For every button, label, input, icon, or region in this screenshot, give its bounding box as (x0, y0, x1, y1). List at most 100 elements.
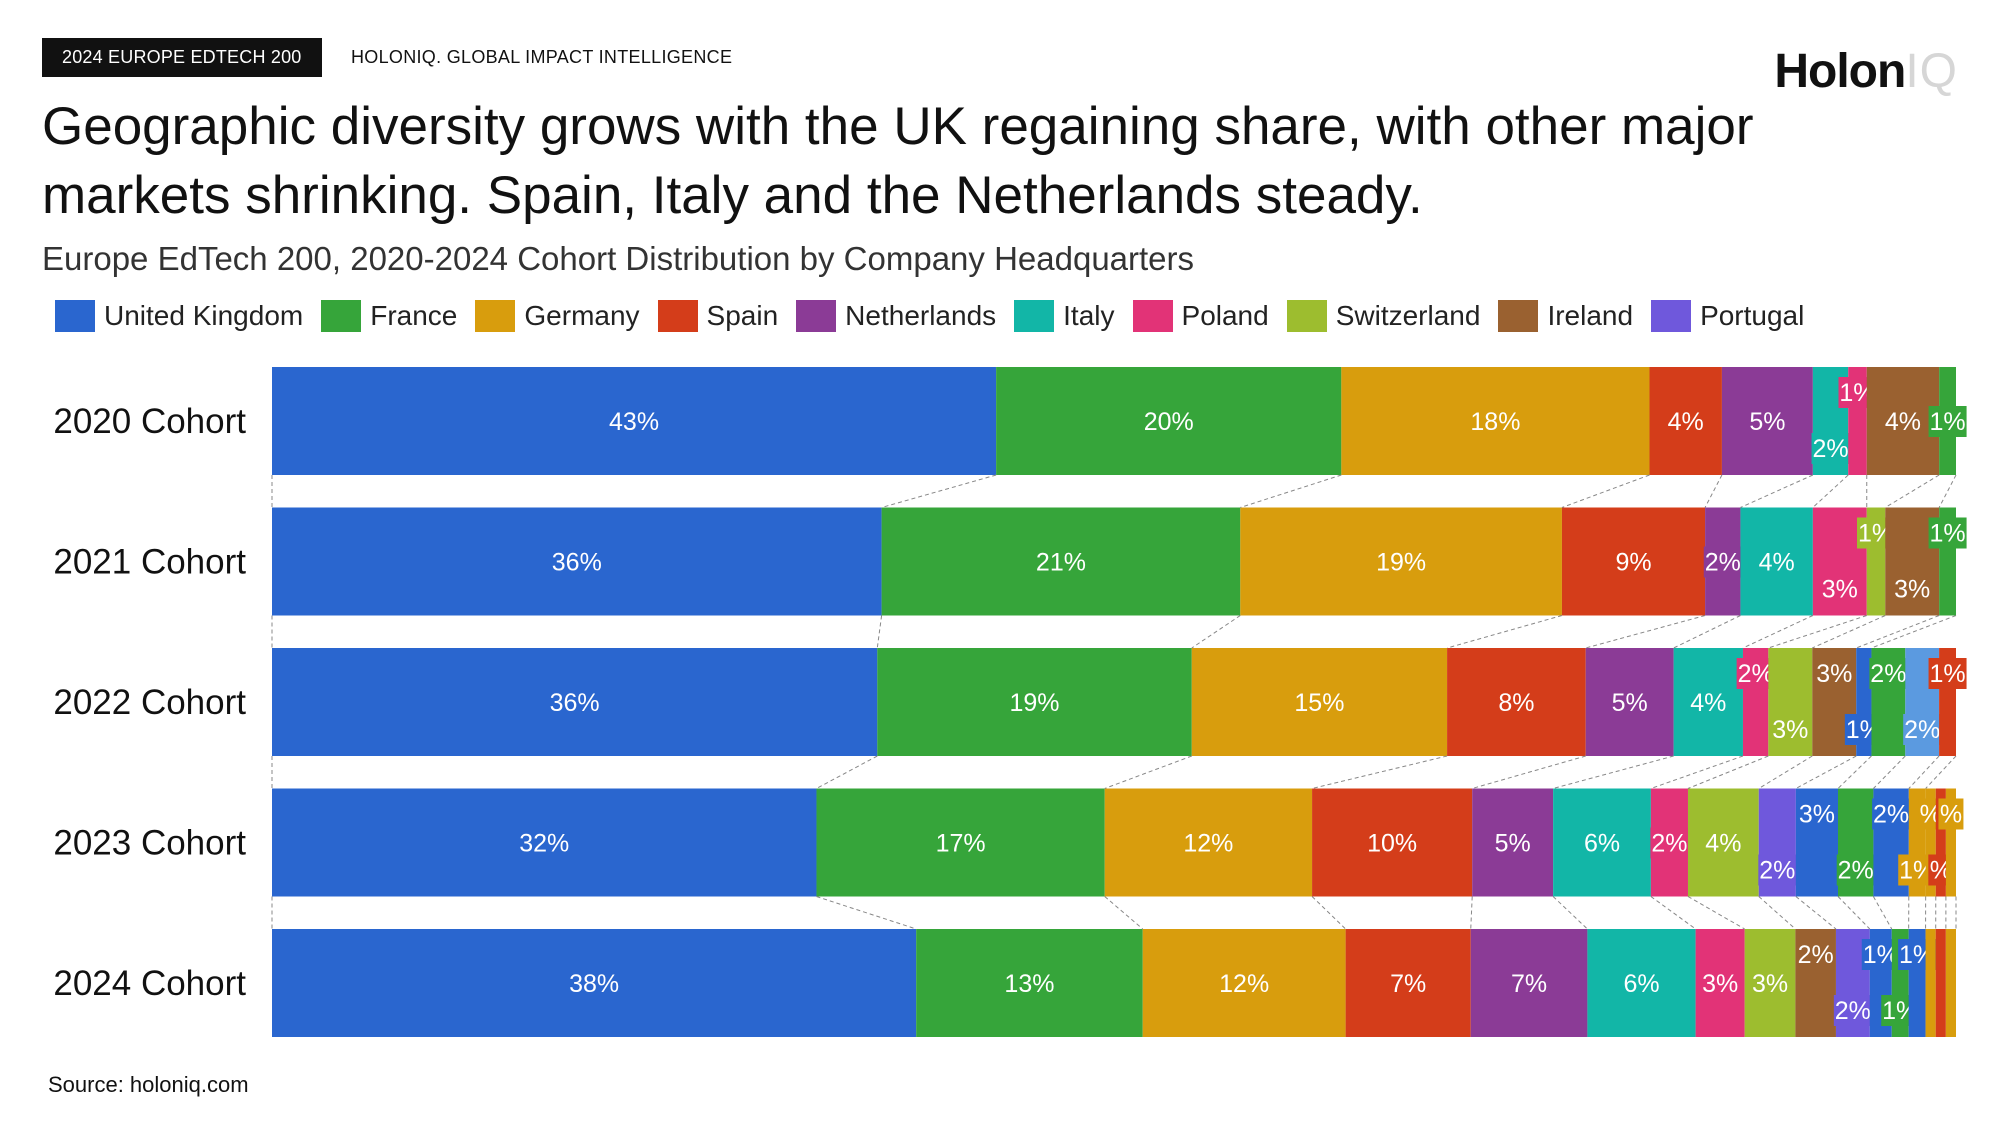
data-label-box (1650, 827, 1689, 859)
data-label: 2% (1705, 549, 1741, 577)
connector-line (1240, 474, 1342, 508)
legend-swatch (475, 300, 516, 332)
logo-accent-text: IQ (1905, 45, 1958, 98)
connector-line (1758, 896, 1796, 930)
bar-segment (1866, 367, 1940, 475)
data-label: 5% (1495, 830, 1531, 858)
legend-item: United Kingdom (55, 300, 303, 332)
data-label: 13% (1004, 970, 1054, 998)
connector-line (1837, 896, 1871, 930)
connector-line (1561, 474, 1650, 508)
bar-segment (1925, 788, 1936, 897)
legend-label: Netherlands (845, 300, 997, 331)
category-label: 2022 Cohort (53, 683, 246, 722)
legend-swatch (1651, 300, 1692, 332)
data-label: 10% (1367, 830, 1417, 858)
bar-segment (1740, 507, 1813, 616)
bar-segment (1795, 929, 1836, 1037)
holoniq-logo: HolonIQ (1774, 44, 1958, 99)
data-label: 4% (1885, 408, 1921, 436)
data-label: 2% (1738, 660, 1774, 688)
legend-swatch (55, 300, 95, 332)
bar-segment (1345, 929, 1471, 1037)
data-label-box (1833, 995, 1872, 1026)
connector-line (1871, 615, 1957, 649)
data-label: 18% (1470, 408, 1520, 436)
data-label-box (1703, 546, 1742, 578)
data-label-box (1758, 854, 1797, 886)
connector-line (1938, 474, 1957, 508)
legend-label: France (370, 300, 458, 331)
category-label: 2021 Cohort (53, 543, 246, 582)
connector-line (881, 474, 997, 508)
connector-line (1552, 896, 1588, 930)
connector-line (1812, 474, 1849, 508)
connector-line (1704, 474, 1723, 508)
connector-line (1837, 755, 1872, 789)
connector-line (1908, 755, 1940, 789)
bar-segment (1649, 367, 1722, 475)
data-label: 3% (1816, 660, 1852, 688)
bar-segment (1553, 788, 1651, 897)
data-label: 7% (1511, 970, 1547, 998)
connector-line (1470, 896, 1473, 930)
legend-item: Netherlands (796, 300, 996, 332)
category-label: 2020 Cohort (53, 402, 246, 441)
data-label: 12% (1183, 830, 1233, 858)
data-label: 1% (1929, 660, 1965, 688)
connector-line (1740, 474, 1814, 508)
data-label: 12% (1219, 970, 1269, 998)
data-label: 20% (1144, 408, 1194, 436)
legend-swatch (321, 300, 362, 332)
connector-line (1856, 615, 1940, 649)
data-label: 17% (936, 830, 986, 858)
data-label-box (1736, 658, 1775, 689)
connector-line (1885, 474, 1940, 508)
data-label: 19% (1010, 689, 1060, 717)
data-label: 21% (1036, 549, 1086, 577)
data-label: 15% (1294, 689, 1344, 717)
data-label: 2% (1798, 941, 1834, 969)
data-label-box (1928, 406, 1967, 437)
bar-segment (1470, 929, 1588, 1037)
bar-segment (996, 367, 1342, 475)
legend-label: Poland (1181, 300, 1269, 331)
connector-line (1472, 755, 1586, 789)
connector-line (1585, 615, 1706, 649)
legend-label: United Kingdom (104, 300, 304, 331)
data-label: 3% (1894, 576, 1930, 604)
legend-item: Spain (657, 300, 778, 332)
bar-segment (1447, 648, 1586, 756)
bar-segment (1561, 507, 1706, 616)
data-label: 3% (1799, 801, 1835, 829)
chart-legend: United Kingdom France Germany Spain Netherla… (55, 300, 1955, 332)
data-label: 38% (569, 970, 619, 998)
connector-line (1104, 896, 1144, 930)
data-label: 36% (550, 689, 600, 717)
data-label-box (1938, 798, 1964, 830)
bar-segment (1142, 929, 1346, 1037)
source-note: Source: holoniq.com (48, 1072, 249, 1097)
connector-line (816, 755, 878, 789)
legend-item: France (321, 300, 457, 332)
category-label: 2024 Cohort (53, 964, 246, 1003)
bar-segment (1925, 929, 1936, 1037)
data-label: 43% (609, 408, 659, 436)
connector-line (1687, 896, 1745, 930)
bar-segment (1673, 648, 1743, 756)
data-label: 2% (1870, 660, 1906, 688)
data-label-box (1869, 658, 1908, 689)
bar-segment (1945, 929, 1956, 1037)
bar-segment (272, 648, 878, 756)
bar-segment (272, 788, 817, 897)
connector-line (1925, 755, 1957, 789)
bar-segment (1945, 788, 1956, 897)
data-label: 32% (519, 830, 569, 858)
bar-segment (1191, 648, 1448, 756)
logo-main-text: Holon (1774, 45, 1906, 98)
connector-line (1795, 755, 1857, 789)
data-label: 36% (552, 549, 602, 577)
legend-swatch (1498, 300, 1539, 332)
connector-line (1873, 755, 1906, 789)
